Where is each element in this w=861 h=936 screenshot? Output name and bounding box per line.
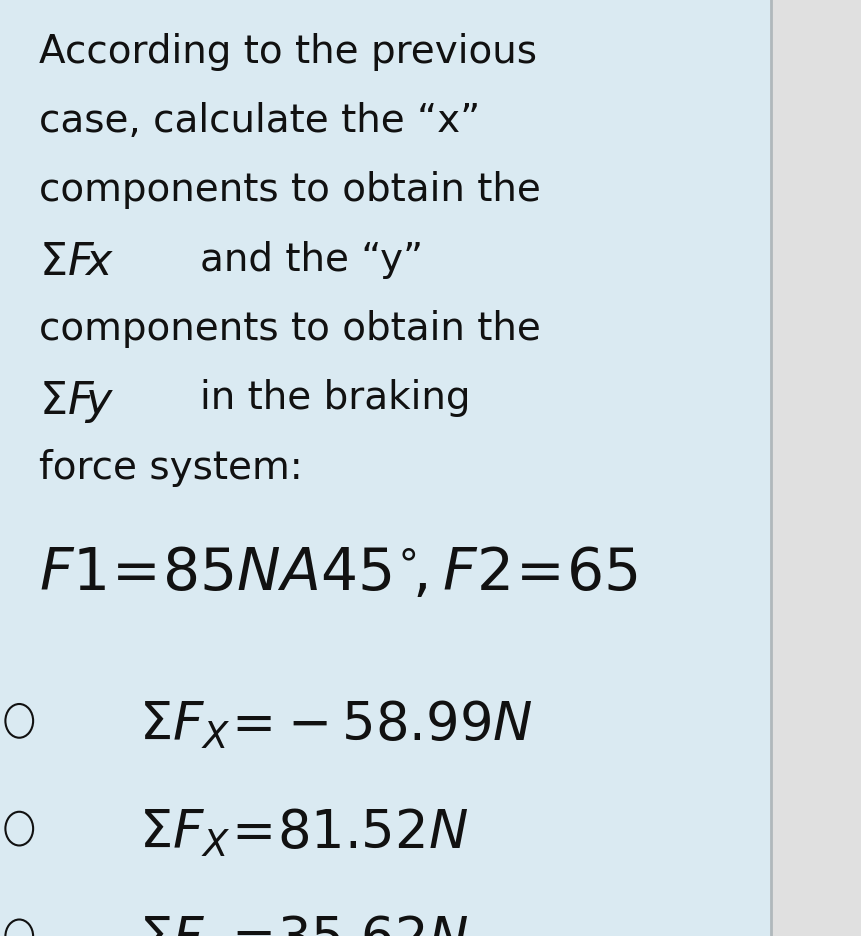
Text: components to obtain the: components to obtain the <box>39 171 541 210</box>
Bar <box>771 0 861 936</box>
Text: $\Sigma F_{X}\!=\!35.62N$: $\Sigma F_{X}\!=\!35.62N$ <box>139 913 468 936</box>
Text: $\Sigma F\!y$: $\Sigma F\!y$ <box>39 379 114 425</box>
Text: According to the previous: According to the previous <box>39 33 536 71</box>
Text: and the “y”: and the “y” <box>201 241 424 279</box>
Bar <box>0 0 771 936</box>
Text: case, calculate the “x”: case, calculate the “x” <box>39 102 480 140</box>
Text: $\Sigma F_{X}\!=\!81.52N$: $\Sigma F_{X}\!=\!81.52N$ <box>139 805 468 858</box>
Text: $\Sigma F\!x$: $\Sigma F\!x$ <box>39 241 114 284</box>
Text: $\Sigma F_{X}\!=\!-58.99N$: $\Sigma F_{X}\!=\!-58.99N$ <box>139 697 533 751</box>
Text: force system:: force system: <box>39 448 302 487</box>
Text: components to obtain the: components to obtain the <box>39 310 541 348</box>
Text: in the braking: in the braking <box>201 379 471 417</box>
Text: $F1\!=\!85NA45^{\circ}\!,F2\!=\!65$: $F1\!=\!85NA45^{\circ}\!,F2\!=\!65$ <box>39 546 637 602</box>
